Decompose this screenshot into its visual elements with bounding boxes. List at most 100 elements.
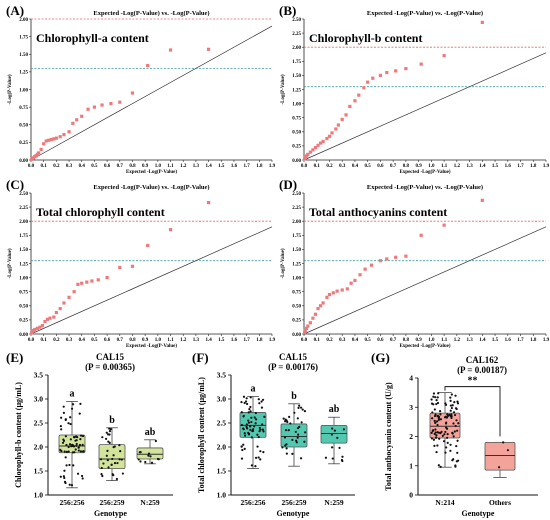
- observation-dot: [262, 430, 265, 433]
- data-point: [308, 150, 312, 154]
- data-point: [92, 105, 97, 109]
- x-tick-label: 1.1: [441, 338, 448, 343]
- observation-dot: [62, 438, 65, 441]
- observation-dot: [68, 443, 72, 446]
- observation-dot: [107, 466, 110, 469]
- observation-dot: [299, 457, 303, 460]
- observation-dot: [242, 428, 245, 431]
- observation-dot: [67, 422, 70, 425]
- observation-dot: [250, 436, 253, 439]
- observation-dot: [433, 414, 437, 418]
- observation-dot: [456, 402, 460, 405]
- observation-dot: [64, 418, 67, 421]
- observation-dot: [431, 417, 434, 420]
- data-point: [38, 325, 42, 329]
- data-point: [100, 103, 104, 107]
- observation-dot: [330, 446, 334, 449]
- y-tick-label: 1.00: [19, 276, 28, 281]
- y-tick-label: 0.50: [19, 124, 28, 129]
- observation-dot: [99, 458, 103, 461]
- x-tick-label: 0.3: [66, 338, 73, 343]
- observation-dot: [248, 408, 251, 411]
- x-tick-label: 0.8: [129, 164, 136, 169]
- x-tick-label: 1.1: [167, 164, 174, 169]
- y-tick-label: 1.5: [217, 467, 227, 476]
- observation-dot: [75, 444, 78, 447]
- observation-dot: [259, 458, 262, 461]
- observation-dot: [434, 421, 437, 424]
- observation-dot: [259, 450, 262, 453]
- y-tick-label: 2.0: [217, 443, 227, 452]
- x-tick-label: 0.4: [79, 338, 86, 343]
- y-tick-label: 2: [409, 432, 413, 441]
- data-point: [304, 326, 309, 330]
- chart-title: Expected -Log(P-Value) vs. -Log(P-Value): [93, 184, 209, 191]
- y-tick-label: 1.50: [292, 248, 301, 253]
- data-point: [72, 290, 76, 294]
- x-tick-label: 1.3: [193, 164, 200, 169]
- x-tick-label: 1.8: [256, 338, 263, 343]
- data-point: [480, 198, 484, 202]
- observation-dot: [60, 416, 63, 419]
- x-tick-label: 1.0: [155, 338, 162, 343]
- observation-dot: [247, 411, 250, 414]
- observation-dot: [456, 459, 460, 462]
- x-tick-label: 1.3: [466, 164, 473, 169]
- observation-dot: [430, 431, 433, 434]
- x-tick-label: 1.4: [205, 338, 212, 343]
- data-point: [419, 233, 423, 237]
- x-tick-label: 0.8: [403, 164, 410, 169]
- x-tick-label: N:259: [324, 498, 343, 507]
- observation-dot: [433, 444, 436, 447]
- observation-dot: [258, 426, 261, 429]
- data-point: [86, 107, 90, 111]
- x-tick-label: 0.6: [104, 338, 111, 343]
- observation-dot: [456, 451, 459, 454]
- observation-dot: [240, 423, 244, 427]
- y-tick-label: 2.50: [292, 192, 301, 197]
- data-point: [75, 118, 79, 122]
- observation-dot: [455, 407, 458, 411]
- data-point: [67, 295, 71, 299]
- observation-dot: [435, 398, 438, 402]
- panel-label: (B): [279, 3, 296, 18]
- observation-dot: [243, 401, 246, 405]
- data-point: [43, 319, 47, 324]
- observation-dot: [262, 451, 265, 454]
- observation-dot: [256, 433, 259, 436]
- observation-dot: [109, 427, 112, 431]
- x-tick-label: 1.5: [218, 164, 225, 169]
- observation-dot: [443, 433, 446, 436]
- observation-dot: [433, 432, 436, 436]
- observation-dot: [118, 458, 121, 461]
- observation-dot: [432, 438, 436, 441]
- y-tick-label: 2.25: [292, 32, 301, 37]
- observation-dot: [107, 433, 110, 436]
- data-point: [325, 136, 329, 141]
- data-point: [118, 100, 122, 104]
- observation-dot: [81, 434, 85, 438]
- data-point: [130, 264, 135, 268]
- observation-dot: [105, 437, 108, 440]
- y-tick-label: 0.25: [292, 145, 301, 150]
- observation-dot: [121, 472, 124, 475]
- observation-dot: [433, 408, 436, 411]
- y-tick-label: 1.25: [292, 262, 301, 267]
- observation-dot: [65, 450, 68, 453]
- y-tick-label: 2.50: [19, 192, 28, 197]
- observation-dot: [111, 473, 114, 476]
- x-tick-label: 0.4: [352, 164, 359, 169]
- observation-dot: [69, 416, 72, 419]
- observation-dot: [437, 464, 440, 467]
- data-point: [385, 70, 389, 75]
- x-tick-label: 0.3: [339, 164, 346, 169]
- y-tick-label: 1.75: [292, 234, 301, 239]
- data-point: [303, 330, 307, 334]
- y-tick-label: 1.50: [19, 53, 28, 58]
- x-tick-label: 1.3: [466, 338, 473, 343]
- y-tick-label: 0.50: [292, 305, 301, 310]
- observation-dot: [246, 402, 249, 406]
- observation-dot: [455, 419, 458, 422]
- x-tick-label: 1.1: [441, 164, 448, 169]
- data-point: [404, 254, 408, 258]
